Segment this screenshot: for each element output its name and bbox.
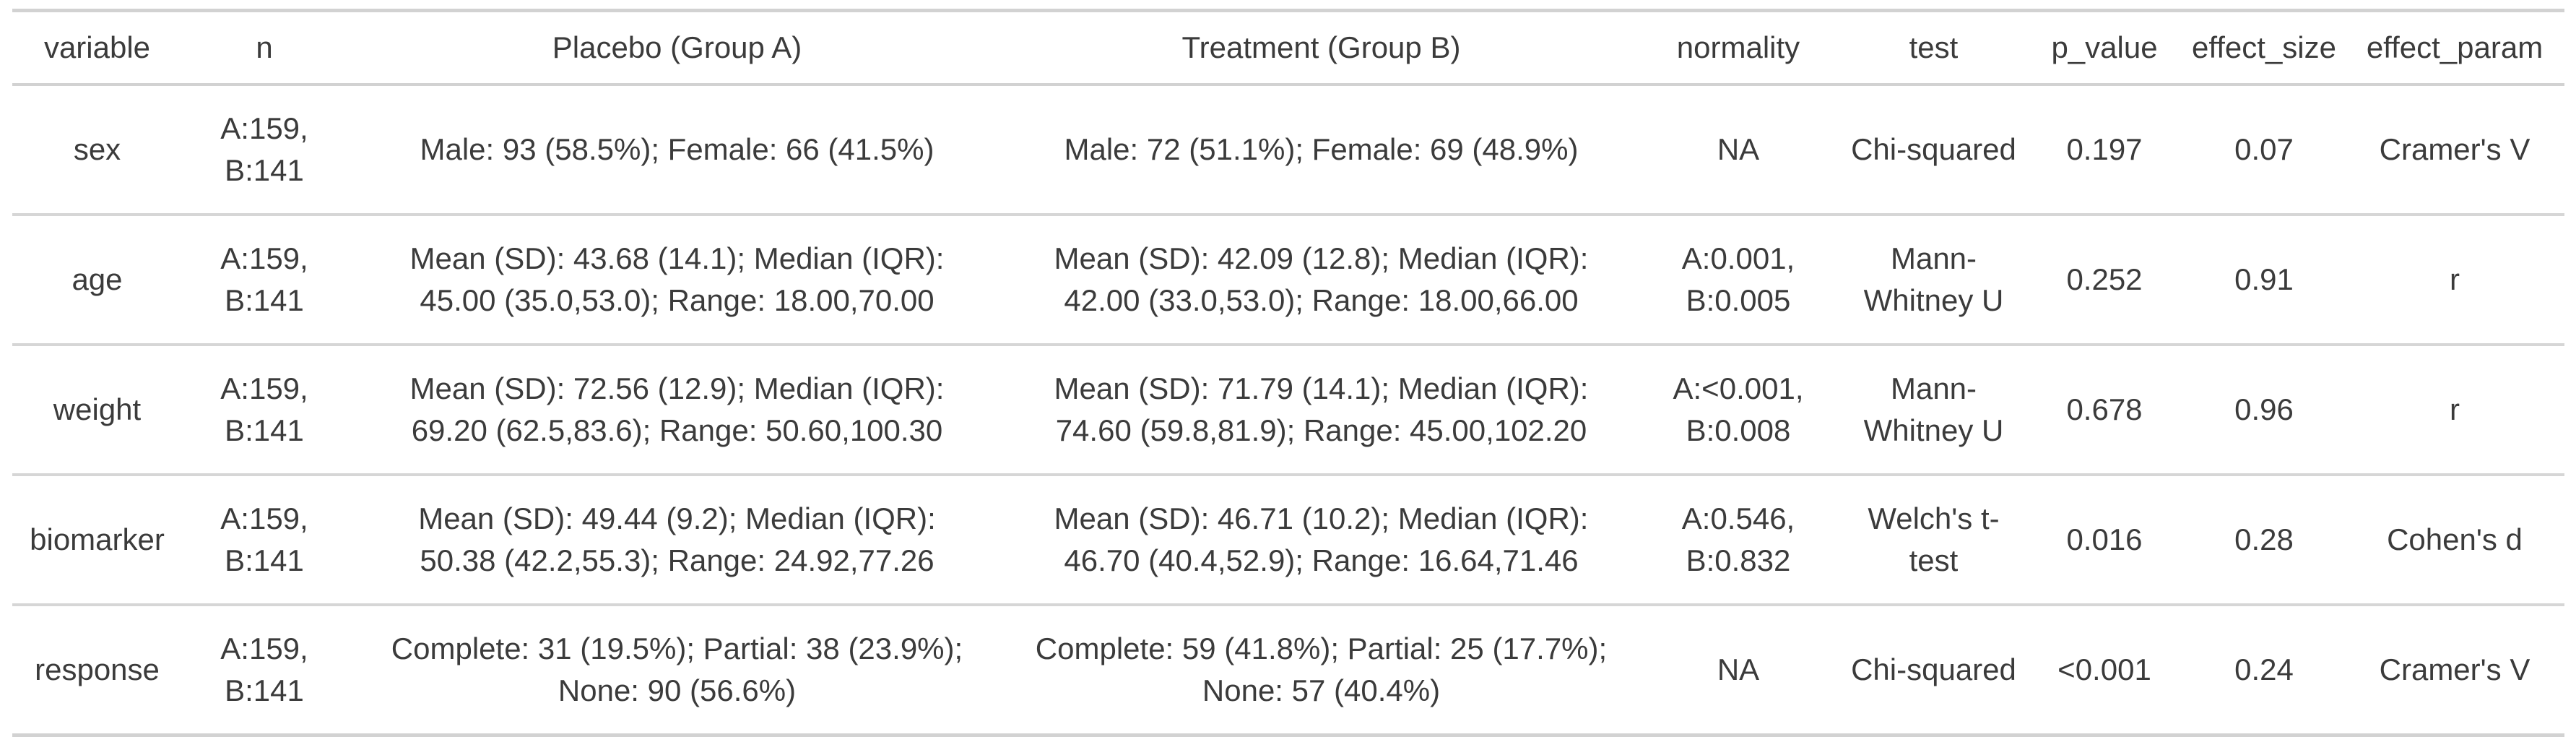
cell-age-n: A:159, B:141 (182, 215, 347, 346)
cell-text: Male: 93 (58.5%); Female: 66 (41.5%) (420, 132, 934, 167)
cell-weight-treatment: Mean (SD): 71.79 (14.1); Median (IQR): 7… (1007, 345, 1635, 476)
cell-biomarker-treatment: Mean (SD): 46.71 (10.2); Median (IQR): 4… (1007, 475, 1635, 606)
cell-biomarker-n: A:159, B:141 (182, 475, 347, 606)
cell-age-effect-size: 0.91 (2183, 215, 2345, 346)
cell-biomarker-placebo: Mean (SD): 49.44 (9.2); Median (IQR): 50… (347, 475, 1007, 606)
col-header-effect-size: effect_size (2183, 10, 2345, 86)
cell-weight-p-value: 0.678 (2026, 345, 2183, 476)
col-header-test: test (1842, 10, 2026, 86)
cell-text: Male: 72 (51.1%); Female: 69 (48.9%) (1064, 132, 1579, 167)
cell-response-placebo: Complete: 31 (19.5%); Partial: 38 (23.9%… (347, 605, 1007, 736)
cell-age-placebo: Mean (SD): 43.68 (14.1); Median (IQR): 4… (347, 215, 1007, 346)
cell-weight-placebo: Mean (SD): 72.56 (12.9); Median (IQR): 6… (347, 345, 1007, 476)
cell-text: Complete: 59 (41.8%); Partial: 25 (17.7%… (1035, 632, 1608, 707)
cell-response-normality: NA (1717, 652, 1760, 687)
cell-text: Complete: 31 (19.5%); Partial: 38 (23.9%… (391, 632, 963, 707)
col-header-effect-param: effect_param (2345, 10, 2564, 86)
cell-weight-effect-size: 0.96 (2183, 345, 2345, 476)
cell-biomarker-normality: A:0.546, B:0.832 (1635, 475, 1842, 606)
cell-sex-p-value: 0.197 (2026, 85, 2183, 216)
cell-biomarker-effect-param: Cohen's d (2345, 475, 2564, 606)
table-row-biomarker: biomarker A:159, B:141 Mean (SD): 49.44 … (12, 475, 2564, 606)
cell-sex-normality: NA (1635, 85, 1842, 216)
cell-age-p-value: 0.252 (2026, 215, 2183, 346)
cell-text: Mean (SD): 42.09 (12.8); Median (IQR): 4… (1054, 241, 1589, 317)
col-header-p-value: p_value (2026, 10, 2183, 86)
cell-weight-n: A:159, B:141 (182, 345, 347, 476)
cell-sex-n: A:159, B:141 (182, 85, 347, 216)
cell-sex-treatment: Male: 72 (51.1%); Female: 69 (48.9%) (1007, 85, 1635, 216)
cell-response-n: A:159, B:141 (220, 632, 308, 707)
cell-sex-effect-param: Cramer's V (2345, 85, 2564, 216)
cell-weight-effect-param: r (2345, 345, 2564, 476)
cell-response-variable: response (35, 652, 160, 687)
cell-biomarker-test: Welch's t-test (1842, 475, 2026, 606)
cell-text: Mean (SD): 71.79 (14.1); Median (IQR): 7… (1054, 371, 1589, 447)
cell-text: Mean (SD): 46.71 (10.2); Median (IQR): 4… (1054, 501, 1589, 577)
col-header-normality: normality (1635, 10, 1842, 86)
cell-sex-variable: sex (12, 85, 182, 216)
col-header-variable: variable (12, 10, 182, 86)
cell-sex-test: Chi-squared (1842, 85, 2026, 216)
cell-response-effect-size: 0.24 (2234, 652, 2294, 687)
cell-response-treatment: Complete: 59 (41.8%); Partial: 25 (17.7%… (1007, 605, 1635, 736)
cell-age-normality: A:0.001, B:0.005 (1635, 215, 1842, 346)
cell-age-effect-param: r (2345, 215, 2564, 346)
summary-table: variable n Placebo (Group A) Treatment (… (12, 9, 2564, 737)
table-header-row: variable n Placebo (Group A) Treatment (… (12, 10, 2564, 86)
cell-age-treatment: Mean (SD): 42.09 (12.8); Median (IQR): 4… (1007, 215, 1635, 346)
cell-response-effect-param: Cramer's V (2379, 652, 2531, 687)
cell-age-variable: age (12, 215, 182, 346)
cell-response-test: Chi-squared (1851, 652, 2016, 687)
cell-text: Mean (SD): 43.68 (14.1); Median (IQR): 4… (409, 241, 945, 317)
cell-response-p-value: <0.001 (2057, 652, 2151, 687)
cell-sex-placebo: Male: 93 (58.5%); Female: 66 (41.5%) (347, 85, 1007, 216)
table-row-age: age A:159, B:141 Mean (SD): 43.68 (14.1)… (12, 215, 2564, 346)
cell-sex-effect-size: 0.07 (2183, 85, 2345, 216)
cell-weight-variable: weight (12, 345, 182, 476)
cell-biomarker-p-value: 0.016 (2026, 475, 2183, 606)
table-row-sex: sex A:159, B:141 Male: 93 (58.5%); Femal… (12, 85, 2564, 216)
cell-text: Mean (SD): 49.44 (9.2); Median (IQR): 50… (418, 501, 936, 577)
table-row-response: response A:159, B:141 Complete: 31 (19.5… (12, 605, 2564, 736)
cell-biomarker-variable: biomarker (12, 475, 182, 606)
cell-weight-normality: A:<0.001, B:0.008 (1635, 345, 1842, 476)
table-row-weight: weight A:159, B:141 Mean (SD): 72.56 (12… (12, 345, 2564, 476)
cell-biomarker-effect-size: 0.28 (2183, 475, 2345, 606)
col-header-n: n (182, 10, 347, 86)
cell-text: Mean (SD): 72.56 (12.9); Median (IQR): 6… (409, 371, 945, 447)
col-header-placebo: Placebo (Group A) (347, 10, 1007, 86)
col-header-treatment: Treatment (Group B) (1007, 10, 1635, 86)
cell-weight-test: Mann-Whitney U (1842, 345, 2026, 476)
cell-age-test: Mann-Whitney U (1842, 215, 2026, 346)
